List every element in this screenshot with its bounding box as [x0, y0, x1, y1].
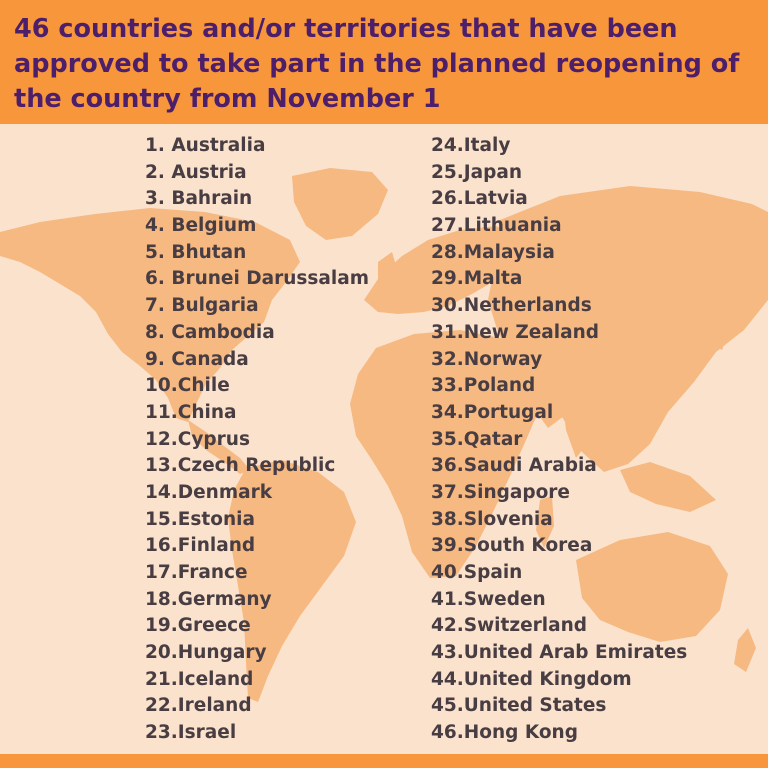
page-title: 46 countries and/or territories that hav… — [14, 14, 740, 114]
country-list-item: 5. Bhutan — [145, 241, 247, 263]
country-list-item: 23.Israel — [145, 722, 237, 744]
country-list-item: 26.Latvia — [431, 188, 528, 210]
country-list-item: 22.Ireland — [145, 695, 252, 717]
country-list-item: 36.Saudi Arabia — [431, 455, 597, 477]
country-list-item: 28.Malaysia — [431, 241, 555, 263]
country-list-item: 15.Estonia — [145, 508, 255, 530]
map-southeast-asia — [620, 462, 716, 512]
map-central-america — [188, 420, 250, 474]
country-list-item: 14.Denmark — [145, 481, 273, 503]
country-list-item: 27.Lithuania — [431, 215, 562, 237]
country-list-item: 32.Norway — [431, 348, 543, 370]
country-list-item: 13.Czech Republic — [145, 455, 336, 477]
country-list-item: 16.Finland — [145, 535, 256, 557]
country-list-right: 24.Italy 25.Japan 26.Latvia 27.Lithuania 28.… — [431, 133, 687, 747]
country-list-item: 21.Iceland — [145, 668, 254, 690]
country-list-item: 10.Chile — [145, 375, 230, 397]
country-list-item: 39.South Korea — [431, 535, 593, 557]
map-uk — [378, 252, 398, 290]
country-list-item: 7. Bulgaria — [145, 295, 259, 317]
map-europe — [364, 226, 520, 314]
country-list-item: 30.Netherlands — [431, 295, 592, 317]
map-south-america — [228, 460, 356, 702]
country-list-item: 40.Spain — [431, 562, 523, 583]
map-greenland — [292, 168, 388, 240]
country-list-item: 37.Singapore — [431, 481, 570, 503]
country-list-item: 38.Slovenia — [431, 508, 553, 530]
map-japan — [710, 300, 732, 350]
country-list-item: 35.Qatar — [431, 428, 523, 450]
country-list-item: 41.Sweden — [431, 588, 546, 610]
country-list-item: 17.France — [145, 562, 248, 583]
country-list-item: 3. Bahrain — [145, 188, 253, 210]
country-list-item: 2. Austria — [145, 161, 247, 183]
country-list-item: 1. Australia — [145, 135, 266, 156]
country-list-item: 18.Germany — [145, 588, 272, 610]
country-list-item: 25.Japan — [431, 161, 523, 183]
country-list-item: 43.United Arab Emirates — [431, 642, 688, 664]
country-list-item: 31.New Zealand — [431, 321, 600, 343]
map-australia — [576, 532, 728, 642]
header-banner: 46 countries and/or territories that hav… — [0, 0, 768, 124]
map-madagascar — [536, 496, 554, 548]
map-arabia — [520, 350, 582, 428]
footer-band — [0, 754, 768, 768]
country-list-item: 33.Poland — [431, 375, 536, 397]
world-map-background — [0, 168, 768, 702]
map-north-america — [0, 208, 300, 422]
country-list-item: 24.Italy — [431, 135, 511, 156]
country-list-item: 4. Belgium — [145, 215, 257, 237]
country-list-item: 11.China — [145, 401, 237, 423]
country-list-item: 34.Portugal — [431, 401, 554, 423]
country-list-item: 20.Hungary — [145, 642, 267, 664]
country-list-item: 46.Hong Kong — [431, 722, 578, 744]
country-list-item: 42.Switzerland — [431, 615, 588, 637]
country-list-left: 1. Australia 2. Austria 3. Bahrain 4. Belgi… — [145, 133, 369, 747]
country-list-item: 19.Greece — [145, 615, 251, 637]
map-new-zealand — [734, 628, 756, 672]
country-list-item: 45.United States — [431, 695, 607, 717]
country-list-item: 44.United Kingdom — [431, 668, 632, 690]
country-list-item: 8. Cambodia — [145, 321, 275, 343]
country-list-item: 6. Brunei Darussalam — [145, 268, 369, 290]
country-list-item: 12.Cyprus — [145, 428, 250, 450]
map-africa — [350, 330, 546, 578]
country-list-item: 29.Malta — [431, 268, 523, 290]
country-list-item: 9. Canada — [145, 348, 249, 370]
